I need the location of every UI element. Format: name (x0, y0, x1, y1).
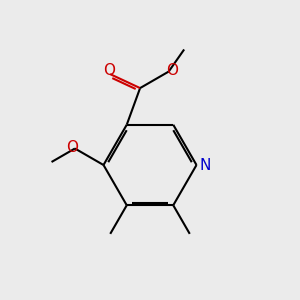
Text: N: N (199, 158, 211, 172)
Text: O: O (166, 63, 178, 78)
Text: O: O (103, 63, 115, 78)
Text: O: O (66, 140, 78, 154)
